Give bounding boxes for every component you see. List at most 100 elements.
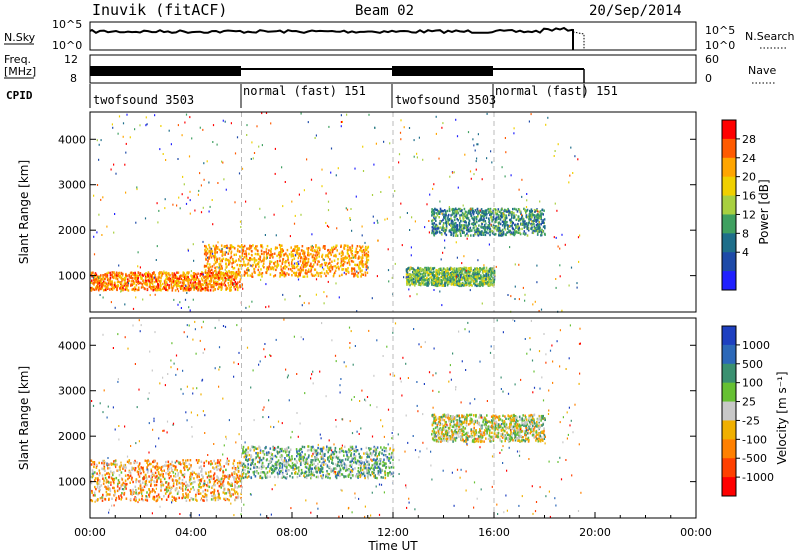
noise-cell [265,112,268,114]
echo-cell [213,256,216,259]
echo-cell [292,248,295,251]
echo-cell [274,264,276,268]
echo-cell [224,251,227,254]
echo-cell [134,468,136,472]
freq-tick-bottom: 8 [70,72,77,85]
echo-cell [537,232,539,235]
echo-cell [222,253,224,256]
echo-cell [501,214,503,217]
echo-cell [342,262,345,266]
echo-cell [310,264,312,267]
noise-cell [388,280,390,283]
echo-cell [468,282,470,285]
echo-cell [228,491,231,494]
echo-cell [149,492,151,495]
echo-cell [431,231,433,235]
noise-cell [507,294,509,296]
noise-cell [106,225,108,228]
noise-cell [455,241,457,244]
echo-cell [259,258,261,261]
noise-cell [209,205,211,208]
echo-cell [188,499,191,502]
echo-cell [522,221,525,224]
echo-cell [224,279,227,283]
echo-cell [463,278,466,282]
echo-cell [536,216,539,219]
echo-cell [108,481,110,484]
noise-cell [265,306,267,309]
echo-cell [258,271,261,274]
echo-cell [227,474,229,477]
echo-cell [461,224,464,227]
echo-cell [316,253,318,257]
echo-cell [354,272,356,275]
noise-cell [461,262,463,265]
echo-cell [95,288,98,291]
echo-cell [494,211,497,214]
echo-cell [284,274,287,277]
echo-cell [206,283,209,287]
echo-cell [335,246,337,249]
echo-cell [517,222,519,226]
echo-cell [158,272,161,276]
echo-cell [427,277,430,281]
echo-cell [190,286,193,289]
noise-cell [414,220,416,223]
echo-cell [121,483,124,486]
echo-cell [153,489,155,492]
echo-cell [241,254,243,257]
echo-cell [115,476,118,480]
echo-cell [334,269,337,272]
echo-cell [113,276,115,280]
echo-cell [433,266,436,270]
echo-cell [465,276,467,280]
echo-cell [414,273,417,277]
echo-cell [183,468,186,471]
echo-cell [194,480,196,484]
echo-cell [98,488,101,491]
echo-cell [165,488,168,491]
echo-cell [220,272,222,275]
echo-cell [415,282,417,285]
echo-cell [490,272,493,275]
echo-cell [298,273,300,276]
echo-cell [306,275,309,278]
echo-cell [338,268,340,271]
noise-cell [557,245,559,248]
echo-cell [200,478,203,481]
echo-cell [456,224,458,227]
echo-cell [146,491,148,494]
echo-cell [236,249,239,253]
echo-cell [183,287,185,290]
echo-cell [419,278,422,281]
echo-cell [471,273,473,276]
noise-cell [474,273,476,276]
echo-cell [469,226,472,230]
echo-cell [437,276,440,280]
noise-cell [198,189,200,192]
echo-cell [235,285,238,288]
echo-cell [165,275,168,279]
echo-cell [461,283,464,287]
echo-cell [148,285,151,288]
echo-cell [196,286,198,289]
echo-cell [254,252,257,256]
echo-cell [474,209,477,212]
echo-cell [104,469,106,472]
echo-cell [128,273,130,277]
echo-cell [482,277,485,280]
echo-cell [447,272,449,275]
echo-cell [350,248,352,252]
echo-cell [419,275,421,278]
echo-cell [184,459,187,462]
echo-cell [417,266,419,270]
noise-cell [246,124,248,127]
echo-cell [97,477,99,480]
noise-cell [303,301,305,304]
echo-cell [412,281,415,284]
echo-cell [504,208,506,212]
echo-cell [299,254,301,257]
echo-cell [421,273,424,276]
echo-cell [489,267,492,270]
echo-cell [230,285,232,289]
